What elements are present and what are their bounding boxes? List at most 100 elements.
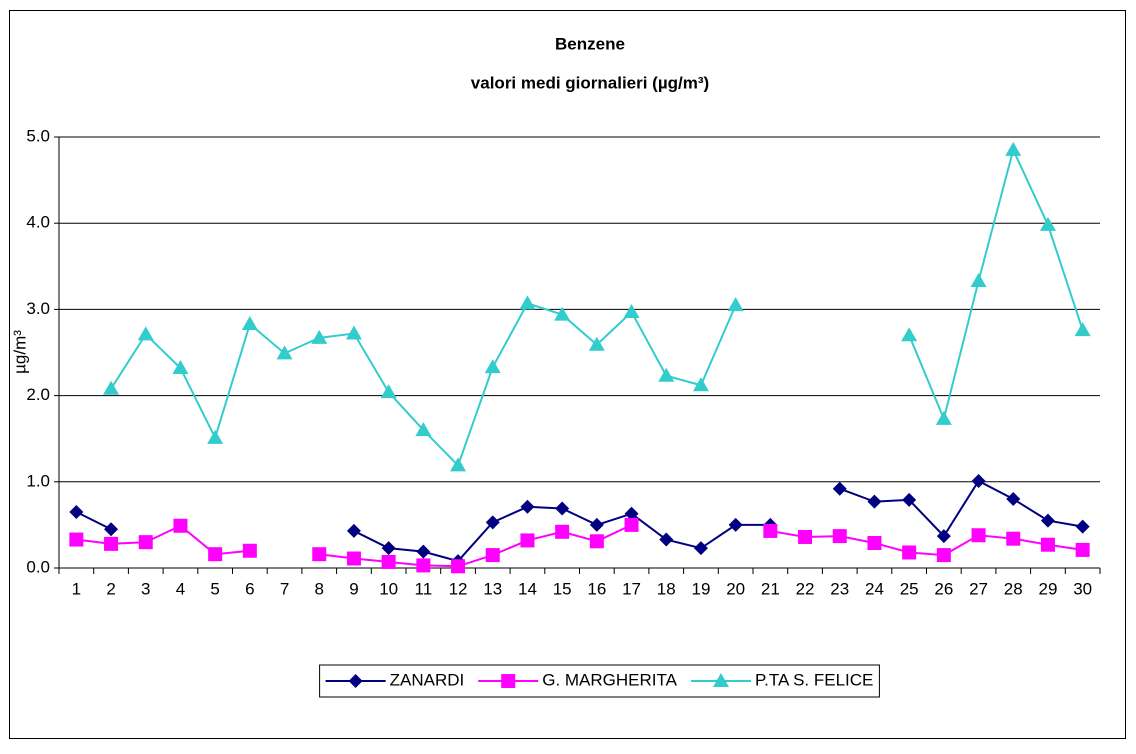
marker	[207, 429, 224, 444]
marker	[173, 518, 188, 533]
marker	[1006, 492, 1021, 507]
marker	[451, 559, 466, 574]
legend-box	[319, 664, 880, 698]
marker	[971, 528, 986, 543]
legend: ZANARDI G. MARGHERITA P.TA S. FELICE	[319, 664, 880, 698]
x-tick-label: 24	[865, 579, 884, 598]
marker	[763, 523, 778, 538]
marker	[172, 360, 189, 375]
x-tick-label: 1	[72, 579, 81, 598]
x-tick-label: 21	[761, 579, 780, 598]
marker	[692, 377, 709, 392]
x-tick-label: 9	[349, 579, 358, 598]
x-tick-label: 26	[934, 579, 953, 598]
x-tick-label: 2	[106, 579, 115, 598]
marker	[1039, 216, 1056, 231]
y-tick-label: 2.0	[26, 385, 50, 404]
marker	[242, 543, 257, 558]
marker	[693, 541, 708, 556]
x-tick-label: 16	[587, 579, 606, 598]
marker	[520, 533, 535, 548]
marker	[1075, 519, 1090, 534]
x-tick-label: 17	[622, 579, 641, 598]
x-tick-label: 18	[657, 579, 676, 598]
x-tick-label: 10	[379, 579, 398, 598]
marker	[832, 481, 847, 496]
marker	[901, 327, 918, 342]
marker	[867, 536, 882, 551]
x-tick-label: 8	[315, 579, 324, 598]
marker	[485, 515, 500, 530]
marker	[555, 524, 570, 539]
chart-border	[9, 10, 1126, 739]
marker	[416, 558, 431, 573]
x-tick-label: 20	[726, 579, 745, 598]
marker	[348, 674, 363, 688]
marker	[936, 548, 951, 563]
marker	[501, 674, 516, 688]
marker	[624, 506, 639, 521]
marker	[589, 534, 604, 549]
marker	[103, 380, 120, 395]
marker	[798, 529, 813, 544]
x-tick-label: 7	[280, 579, 289, 598]
marker	[727, 297, 744, 312]
legend-label: P.TA S. FELICE	[755, 670, 873, 689]
x-tick-label: 23	[830, 579, 849, 598]
chart-subtitle: valori medi giornalieri (µg/m³)	[471, 73, 709, 92]
x-tick-label: 25	[900, 579, 919, 598]
x-tick-label: 11	[415, 579, 433, 598]
legend-label: G. MARGHERITA	[542, 670, 677, 689]
x-tick-label: 3	[141, 579, 150, 598]
marker	[104, 522, 119, 537]
marker	[137, 326, 154, 341]
x-tick-label: 22	[796, 579, 815, 598]
marker	[588, 336, 605, 351]
x-tick-label: 29	[1038, 579, 1057, 598]
y-axis-label: µg/m³	[10, 330, 29, 374]
marker	[312, 547, 327, 562]
marker	[346, 523, 361, 538]
marker	[484, 359, 501, 374]
marker	[936, 529, 951, 544]
marker	[519, 295, 536, 310]
x-tick-label: 19	[691, 579, 710, 598]
marker	[415, 422, 432, 437]
x-tick-label: 5	[210, 579, 219, 598]
x-tick-label: 6	[245, 579, 254, 598]
marker	[416, 544, 431, 559]
x-tick-label: 12	[449, 579, 468, 598]
marker	[935, 410, 952, 425]
x-tick-label: 13	[483, 579, 502, 598]
marker	[902, 492, 917, 507]
marker	[554, 306, 571, 321]
x-tick-label: 27	[969, 579, 988, 598]
marker	[276, 345, 293, 360]
marker	[970, 272, 987, 287]
marker	[345, 325, 362, 340]
marker	[208, 547, 223, 562]
marker	[659, 532, 674, 547]
marker	[450, 457, 467, 472]
x-tick-label: 4	[176, 579, 185, 598]
marker	[381, 554, 396, 569]
x-tick-label: 15	[553, 579, 572, 598]
x-tick-label: 30	[1073, 579, 1092, 598]
marker	[1006, 531, 1021, 546]
marker	[520, 499, 535, 514]
marker	[69, 532, 84, 547]
x-tick-label: 28	[1004, 579, 1023, 598]
marker	[138, 535, 153, 550]
marker	[623, 303, 640, 318]
marker	[971, 473, 986, 488]
marker	[867, 494, 882, 509]
y-tick-label: 3.0	[26, 299, 50, 318]
y-tick-label: 4.0	[26, 213, 50, 232]
y-tick-label: 0.0	[26, 557, 50, 576]
marker	[658, 367, 675, 382]
marker	[624, 517, 639, 532]
marker	[589, 517, 604, 532]
marker	[104, 536, 119, 551]
marker	[381, 541, 396, 556]
